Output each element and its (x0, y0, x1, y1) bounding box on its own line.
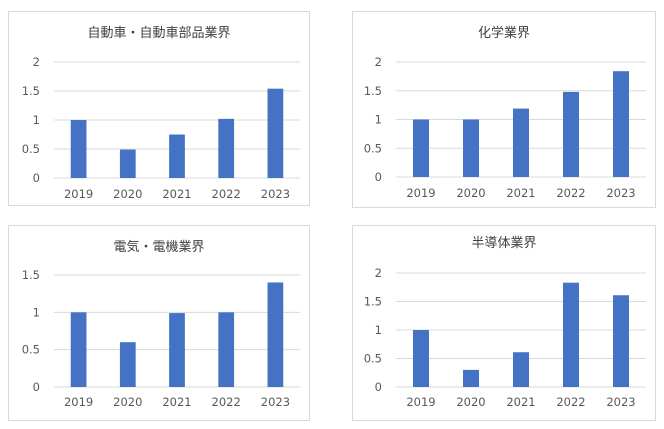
y-tick-label: 2 (375, 55, 382, 69)
chart-panel-electric: 電気・電機業界 0 0.5 1 1.5 2019 2020 2021 2022 2023 (8, 225, 310, 421)
y-tick-label: 0.5 (364, 141, 382, 155)
bar-2019 (70, 120, 87, 178)
bar-2019 (413, 119, 429, 177)
bar-2019 (70, 312, 87, 387)
bar-2021 (169, 313, 185, 387)
chart-panel-semiconductor: 半導体業界 0 0.5 1 1.5 2 2019 2020 2021 2022 2023 (352, 225, 656, 421)
bar-2020 (463, 369, 479, 387)
bar-2021 (513, 108, 529, 177)
bar-2023 (613, 295, 629, 387)
x-tick-label: 2021 (162, 395, 191, 409)
x-tick-label: 2021 (162, 187, 191, 201)
chart-title-semiconductor: 半導体業界 (471, 235, 536, 251)
y-tick-label: 1 (375, 323, 382, 337)
x-tick-label: 2020 (113, 187, 142, 201)
x-tick-label: 2021 (506, 186, 535, 200)
bar-2023 (267, 282, 284, 387)
chart-electric-svg: 電気・電機業界 0 0.5 1 1.5 2019 2020 2021 2022 2023 (22, 239, 300, 409)
y-tick-label: 2 (375, 266, 382, 280)
chart-chemical-svg: 化学業界 0 0.5 1 1.5 2 2019 2020 2021 2022 2023 (364, 25, 646, 200)
x-tick-label: 2022 (556, 186, 585, 200)
bar-2023 (267, 88, 284, 178)
y-tick-label: 1.5 (22, 268, 40, 282)
bar-2020 (119, 342, 136, 387)
x-tick-label: 2023 (606, 186, 635, 200)
y-tick-label: 0.5 (22, 343, 40, 357)
y-tick-label: 1 (33, 305, 40, 319)
bar-2020 (119, 149, 136, 178)
x-tick-label: 2022 (556, 395, 585, 409)
y-tick-label: 0.5 (364, 352, 382, 366)
x-tick-label: 2022 (212, 187, 241, 201)
x-tick-label: 2020 (456, 186, 485, 200)
x-tick-label: 2019 (64, 395, 93, 409)
y-tick-label: 1 (33, 113, 40, 127)
bar-2021 (169, 134, 185, 178)
x-tick-label: 2019 (406, 186, 435, 200)
bar-2022 (218, 312, 235, 387)
chart-automotive-svg: 自動車・自動車部品業界 0 0.5 1 1.5 2 2019 2020 2021 2022 2023 (22, 25, 300, 201)
x-tick-label: 2022 (212, 395, 241, 409)
x-tick-label: 2019 (64, 187, 93, 201)
y-tick-label: 0.5 (22, 142, 40, 156)
y-tick-label: 0 (33, 380, 40, 394)
chart-panel-automotive: 自動車・自動車部品業界 0 0.5 1 1.5 2 2019 2020 2021 2022 2023 (8, 11, 310, 206)
chart-semiconductor-svg: 半導体業界 0 0.5 1 1.5 2 2019 2020 2021 2022 2023 (364, 235, 646, 409)
x-tick-label: 2023 (606, 395, 635, 409)
bar-2021 (513, 352, 529, 387)
chart-title-chemical: 化学業界 (478, 25, 530, 41)
y-tick-label: 0 (375, 170, 382, 184)
x-tick-label: 2021 (506, 395, 535, 409)
bar-2023 (613, 71, 629, 177)
bar-2022 (563, 282, 579, 387)
y-tick-label: 2 (33, 55, 40, 69)
x-tick-label: 2020 (456, 395, 485, 409)
y-tick-label: 0 (33, 171, 40, 185)
chart-panel-chemical: 化学業界 0 0.5 1 1.5 2 2019 2020 2021 2022 2023 (352, 11, 656, 208)
chart-title-automotive: 自動車・自動車部品業界 (87, 25, 230, 41)
y-tick-label: 1.5 (22, 84, 40, 98)
y-tick-label: 1.5 (364, 84, 382, 98)
bar-2022 (563, 91, 579, 177)
x-tick-label: 2019 (406, 395, 435, 409)
y-tick-label: 1.5 (364, 295, 382, 309)
y-tick-label: 1 (375, 113, 382, 127)
x-tick-label: 2020 (113, 395, 142, 409)
bar-2020 (463, 119, 479, 177)
x-tick-label: 2023 (261, 187, 290, 201)
y-tick-label: 0 (375, 380, 382, 394)
x-tick-label: 2023 (261, 395, 290, 409)
bar-2019 (413, 330, 429, 387)
bar-2022 (218, 118, 235, 178)
chart-title-electric: 電気・電機業界 (113, 239, 204, 255)
